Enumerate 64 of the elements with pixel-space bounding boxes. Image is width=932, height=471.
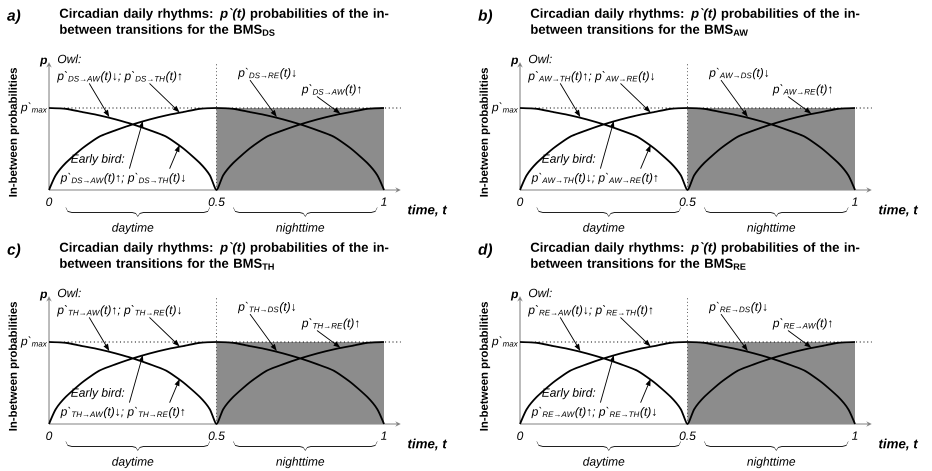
x-tick-label: 1 (380, 198, 386, 206)
text: p`$_{RE→AW}$(t)↑ (772, 318, 832, 330)
text: p (510, 292, 518, 301)
chart-title: Circadian daily rhythms: p`(t) probabilities of the in-between transitions for the BMS$_{RE}$ (530, 242, 860, 270)
text: daytime (112, 456, 154, 468)
x-tick-label: 0.5 (680, 198, 696, 206)
text: Owl: (528, 54, 552, 64)
x-tick-label: 0 (46, 198, 52, 206)
annotation: p`$_{TH→AW}$(t)↓; p`$_{TH→RE}$(t)↑ (60, 406, 184, 418)
text: a) (7, 10, 20, 24)
text: p (40, 58, 48, 67)
chart-title: Circadian daily rhythms: p`(t) probabilities of the in-between transitions for the BMS$_{AW}$ (530, 8, 860, 36)
text: p (40, 292, 48, 301)
text: Owl: (58, 54, 81, 64)
y-axis-title: In-between probabilities (8, 68, 20, 197)
x-axis-title: time, t (408, 204, 448, 216)
band-label: nighttime (747, 222, 796, 234)
y-axis-title: In-between probabilities (8, 302, 20, 431)
band-label: nighttime (276, 456, 324, 468)
annotation: p`$_{RE→AW}$(t)↑; p`$_{RE→TH}$(t)↓ (531, 406, 656, 418)
text: daytime (112, 222, 154, 234)
y-axis-title: In-between probabilities (480, 68, 490, 197)
text: daytime (583, 456, 624, 468)
x-tick-label: 0.5 (208, 198, 225, 206)
text: p`$_{AW→RE}$(t)↑ (772, 84, 832, 96)
x-tick-label: 1 (852, 198, 858, 206)
x-tick-label: 0 (517, 432, 524, 440)
text: p`$_{TH→AW}$(t)↑; p`$_{TH→RE}$(t)↓ (57, 305, 181, 316)
ref-line-label: p`$_{max}$ (492, 102, 518, 114)
text: Owl: (528, 288, 552, 298)
text: c) (8, 244, 20, 258)
x-tick-label: 1 (852, 432, 858, 440)
text: p`$_{AW→TH}$(t)↑; p`$_{AW→RE}$(t)↓ (528, 71, 654, 82)
ref-line-label: p`$_{max}$ (492, 336, 518, 348)
x-tick-label: 0 (517, 198, 524, 206)
x-tick-label: 0.5 (680, 432, 696, 440)
annotation: p`$_{AW→TH}$(t)↓; p`$_{AW→RE}$(t)↑ (531, 172, 658, 184)
x-tick-label: 0 (46, 432, 52, 440)
x-axis-title: time, t (879, 438, 918, 450)
x-axis-title: time, t (408, 438, 448, 450)
text: p`$_{DS→AW}$(t)↓; p`$_{DS→TH}$(t)↑ (57, 71, 182, 82)
annotation: p`$_{DS→AW}$(t)↑; p`$_{DS→TH}$(t)↓ (60, 172, 185, 184)
text: d) (478, 244, 492, 258)
x-tick-label: 0.5 (208, 432, 225, 440)
text: p`$_{AW→DS}$(t)↓ (708, 68, 768, 80)
y-axis-title: In-between probabilities (480, 302, 490, 431)
chart-title: Circadian daily rhythms: p`(t) probabilities of the in-between transitions for the BMS$_{DS}$ (60, 8, 388, 36)
ref-line-label: p`$_{max}$ (20, 336, 47, 348)
chart-title: Circadian daily rhythms: p`(t) probabilities of the in-between transitions for the BMS$_{TH}$ (60, 242, 388, 270)
ref-line-label: p`$_{max}$ (20, 102, 47, 114)
text: b) (478, 10, 492, 24)
text: p`$_{TH→RE}$(t)↑ (302, 318, 359, 330)
text: p`$_{RE→DS}$(t)↓ (708, 302, 766, 314)
text: p (510, 58, 518, 67)
text: Owl: (58, 288, 81, 298)
text: p`$_{DS→AW}$(t)↑ (302, 84, 361, 96)
x-tick-label: 1 (380, 432, 386, 440)
text: p`$_{RE→AW}$(t)↓; p`$_{RE→TH}$(t)↑ (528, 305, 652, 316)
x-axis-title: time, t (879, 204, 918, 216)
text: p`$_{DS→RE}$(t)↓ (238, 68, 296, 80)
band-label: nighttime (276, 222, 324, 234)
text: daytime (583, 222, 624, 234)
band-label: nighttime (747, 456, 796, 468)
text: p`$_{TH→DS}$(t)↓ (238, 302, 296, 314)
